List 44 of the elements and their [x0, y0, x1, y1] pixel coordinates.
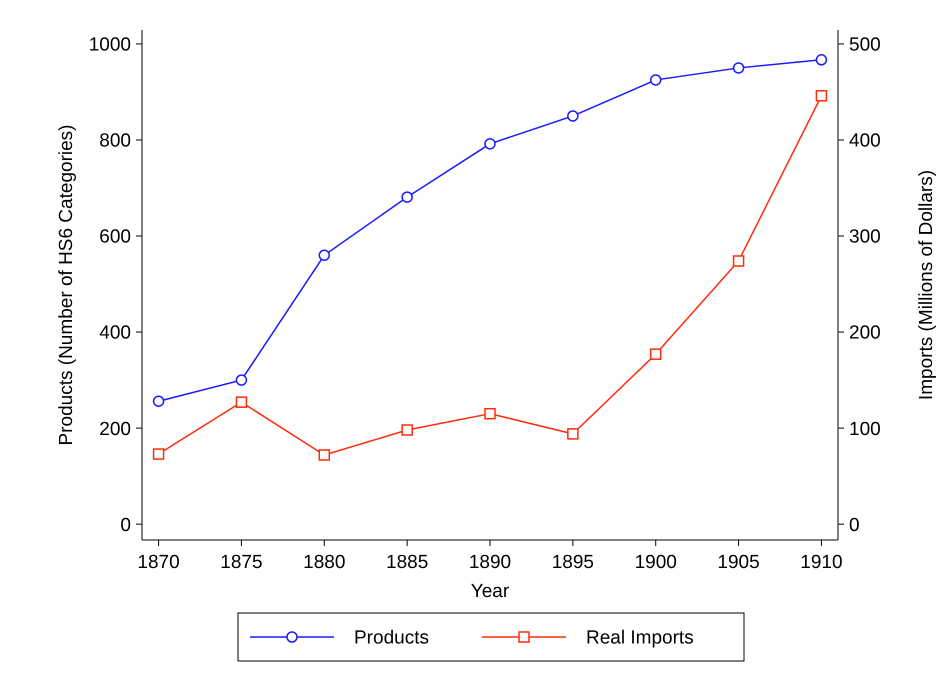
y-tick-label: 1000: [88, 34, 131, 56]
y2-axis-title: Imports (Millions of Dollars): [916, 170, 937, 400]
y-tick-label: 0: [120, 514, 131, 536]
y2-tick-label: 0: [849, 514, 860, 536]
point: [401, 424, 413, 436]
y-axis-title: Products (Number of HS6 Categories): [56, 124, 77, 446]
point: [650, 348, 662, 360]
point: [567, 428, 579, 440]
point: [484, 408, 496, 420]
x-axis-title: Year: [470, 581, 510, 602]
point: [152, 395, 164, 407]
y2-tick-label: 400: [849, 130, 881, 152]
point: [816, 54, 828, 66]
point: [236, 374, 248, 386]
x-tick-label: 1900: [634, 552, 677, 573]
x-tick-label: 1895: [552, 552, 594, 573]
x-tick-label: 1870: [137, 552, 180, 573]
x-tick-label: 1910: [800, 552, 843, 573]
x-tick-label: 1880: [303, 552, 346, 573]
x-tick-label: 1885: [386, 552, 428, 573]
x-tick-label: 1875: [220, 552, 263, 573]
legend-label: Products: [354, 628, 429, 649]
y2-tick-label: 500: [849, 34, 881, 56]
x-tick-label: 1905: [717, 552, 760, 573]
x-tick-label: 1890: [468, 552, 512, 573]
point: [732, 255, 744, 267]
y-tick-label: 400: [99, 322, 131, 344]
point: [650, 74, 662, 86]
point: [484, 138, 496, 150]
point: [152, 448, 164, 460]
point: [236, 396, 248, 408]
y-tick-label: 200: [99, 418, 131, 440]
point: [567, 110, 579, 122]
y-tick-label: 600: [99, 226, 131, 248]
y-tick-label: 800: [99, 130, 131, 152]
point: [732, 62, 744, 74]
y2-tick-label: 200: [849, 322, 881, 344]
y2-tick-label: 300: [849, 226, 881, 248]
point: [816, 90, 828, 102]
point: [318, 449, 330, 461]
y2-tick-label: 100: [849, 418, 881, 440]
legend-label: Real Imports: [586, 628, 694, 649]
point: [318, 249, 330, 261]
point: [401, 191, 413, 203]
